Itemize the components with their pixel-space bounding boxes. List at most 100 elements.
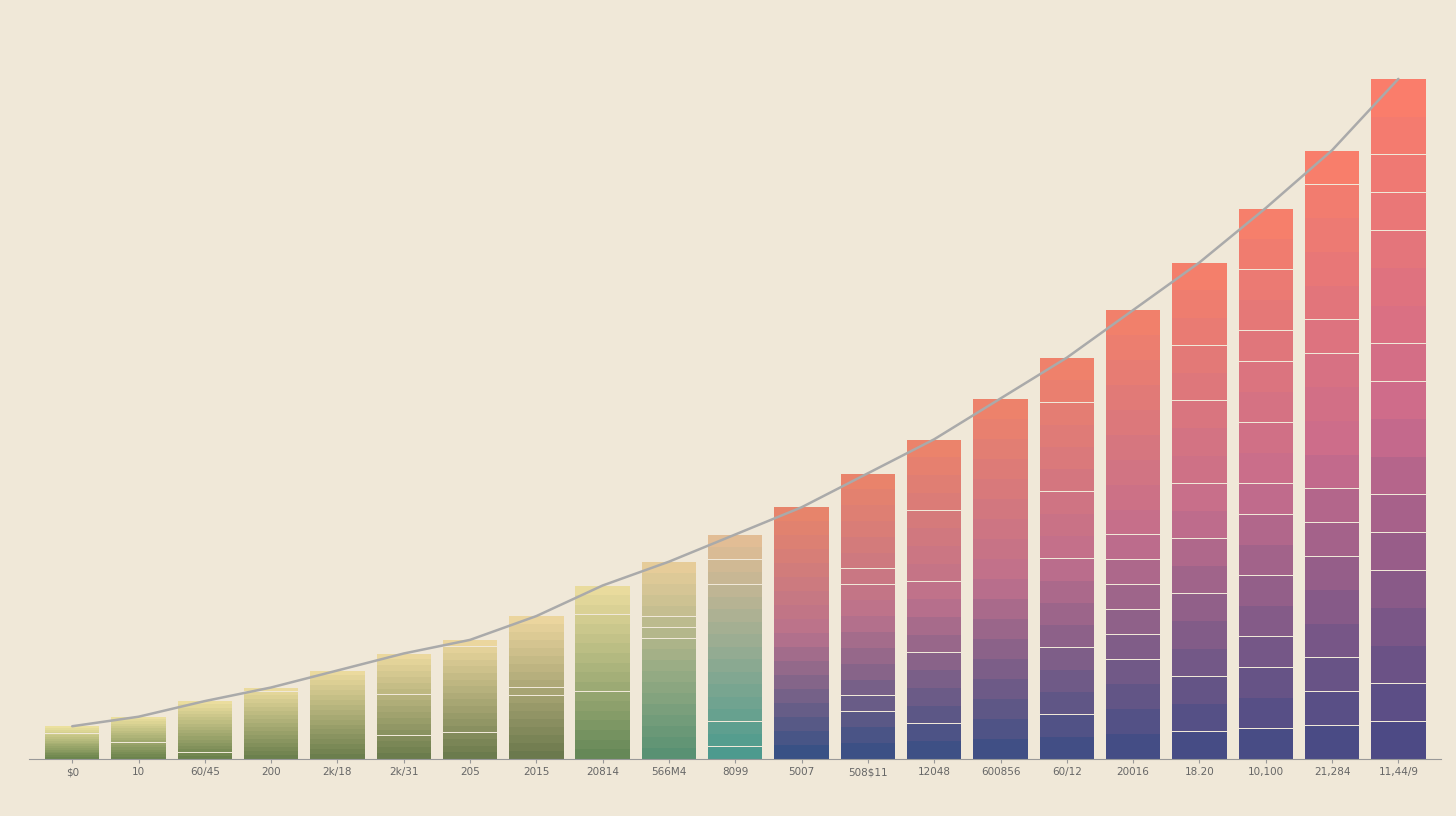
Bar [1305,557,1360,590]
Bar [1040,492,1093,514]
Bar [642,617,696,628]
Bar [1305,320,1360,353]
Bar [1305,692,1360,725]
Bar [310,730,364,734]
Bar [775,703,828,717]
Bar [642,704,696,715]
Bar [45,757,99,759]
Bar [1107,385,1160,410]
Bar [111,719,166,721]
Bar [973,599,1028,619]
Bar [1305,489,1360,522]
Bar [510,735,563,743]
Bar [377,753,431,759]
Bar [840,601,895,616]
Bar [840,648,895,663]
Bar [1107,635,1160,659]
Bar [245,719,298,723]
Bar [111,726,166,729]
Bar [1172,539,1226,565]
Bar [907,440,961,457]
Bar [1172,704,1226,731]
Bar [973,559,1028,579]
Bar [178,737,232,739]
Bar [1239,209,1293,239]
Bar [642,748,696,759]
Bar [1172,622,1226,649]
Bar [973,639,1028,659]
Bar [443,693,498,699]
Bar [377,718,431,724]
Bar [111,756,166,759]
Bar [1172,346,1226,373]
Bar [1305,151,1360,184]
Bar [775,731,828,745]
Bar [310,739,364,744]
Bar [973,519,1028,539]
Bar [310,695,364,700]
Bar [642,605,696,616]
Bar [708,721,763,734]
Bar [178,707,232,711]
Bar [907,546,961,564]
Bar [1040,715,1093,737]
Bar [1172,456,1226,483]
Bar [1305,252,1360,286]
Bar [642,562,696,573]
Bar [245,739,298,743]
Bar [1040,358,1093,380]
Bar [1172,318,1226,345]
Bar [178,752,232,756]
Bar [1040,626,1093,647]
Bar [245,712,298,716]
Bar [642,660,696,672]
Bar [1239,606,1293,636]
Bar [973,739,1028,759]
Bar [377,747,431,753]
Bar [1172,263,1226,290]
Bar [377,677,431,683]
Bar [377,700,431,706]
Bar [907,493,961,510]
Bar [510,727,563,735]
Bar [377,654,431,659]
Bar [310,744,364,749]
Bar [310,681,364,685]
Bar [111,754,166,756]
Bar [907,475,961,493]
Bar [1040,536,1093,558]
Bar [907,635,961,652]
Bar [1305,455,1360,489]
Bar [775,647,828,661]
Bar [973,399,1028,419]
Bar [510,688,563,695]
Bar [642,715,696,726]
Bar [377,742,431,747]
Bar [310,725,364,730]
Bar [642,650,696,660]
Bar [907,599,961,617]
Bar [510,648,563,656]
Bar [1305,725,1360,759]
Bar [575,605,630,614]
Bar [178,727,232,730]
Bar [510,743,563,751]
Bar [178,701,232,704]
Bar [443,646,498,653]
Bar [775,521,828,535]
Bar [840,680,895,695]
Bar [1239,729,1293,759]
Bar [1372,419,1425,457]
Bar [1372,382,1425,419]
Bar [45,748,99,750]
Bar [45,726,99,728]
Bar [775,578,828,591]
Bar [973,499,1028,519]
Bar [111,716,166,719]
Bar [1040,402,1093,424]
Bar [1107,659,1160,684]
Bar [1239,484,1293,514]
Bar [642,628,696,638]
Bar [973,659,1028,679]
Bar [178,704,232,707]
